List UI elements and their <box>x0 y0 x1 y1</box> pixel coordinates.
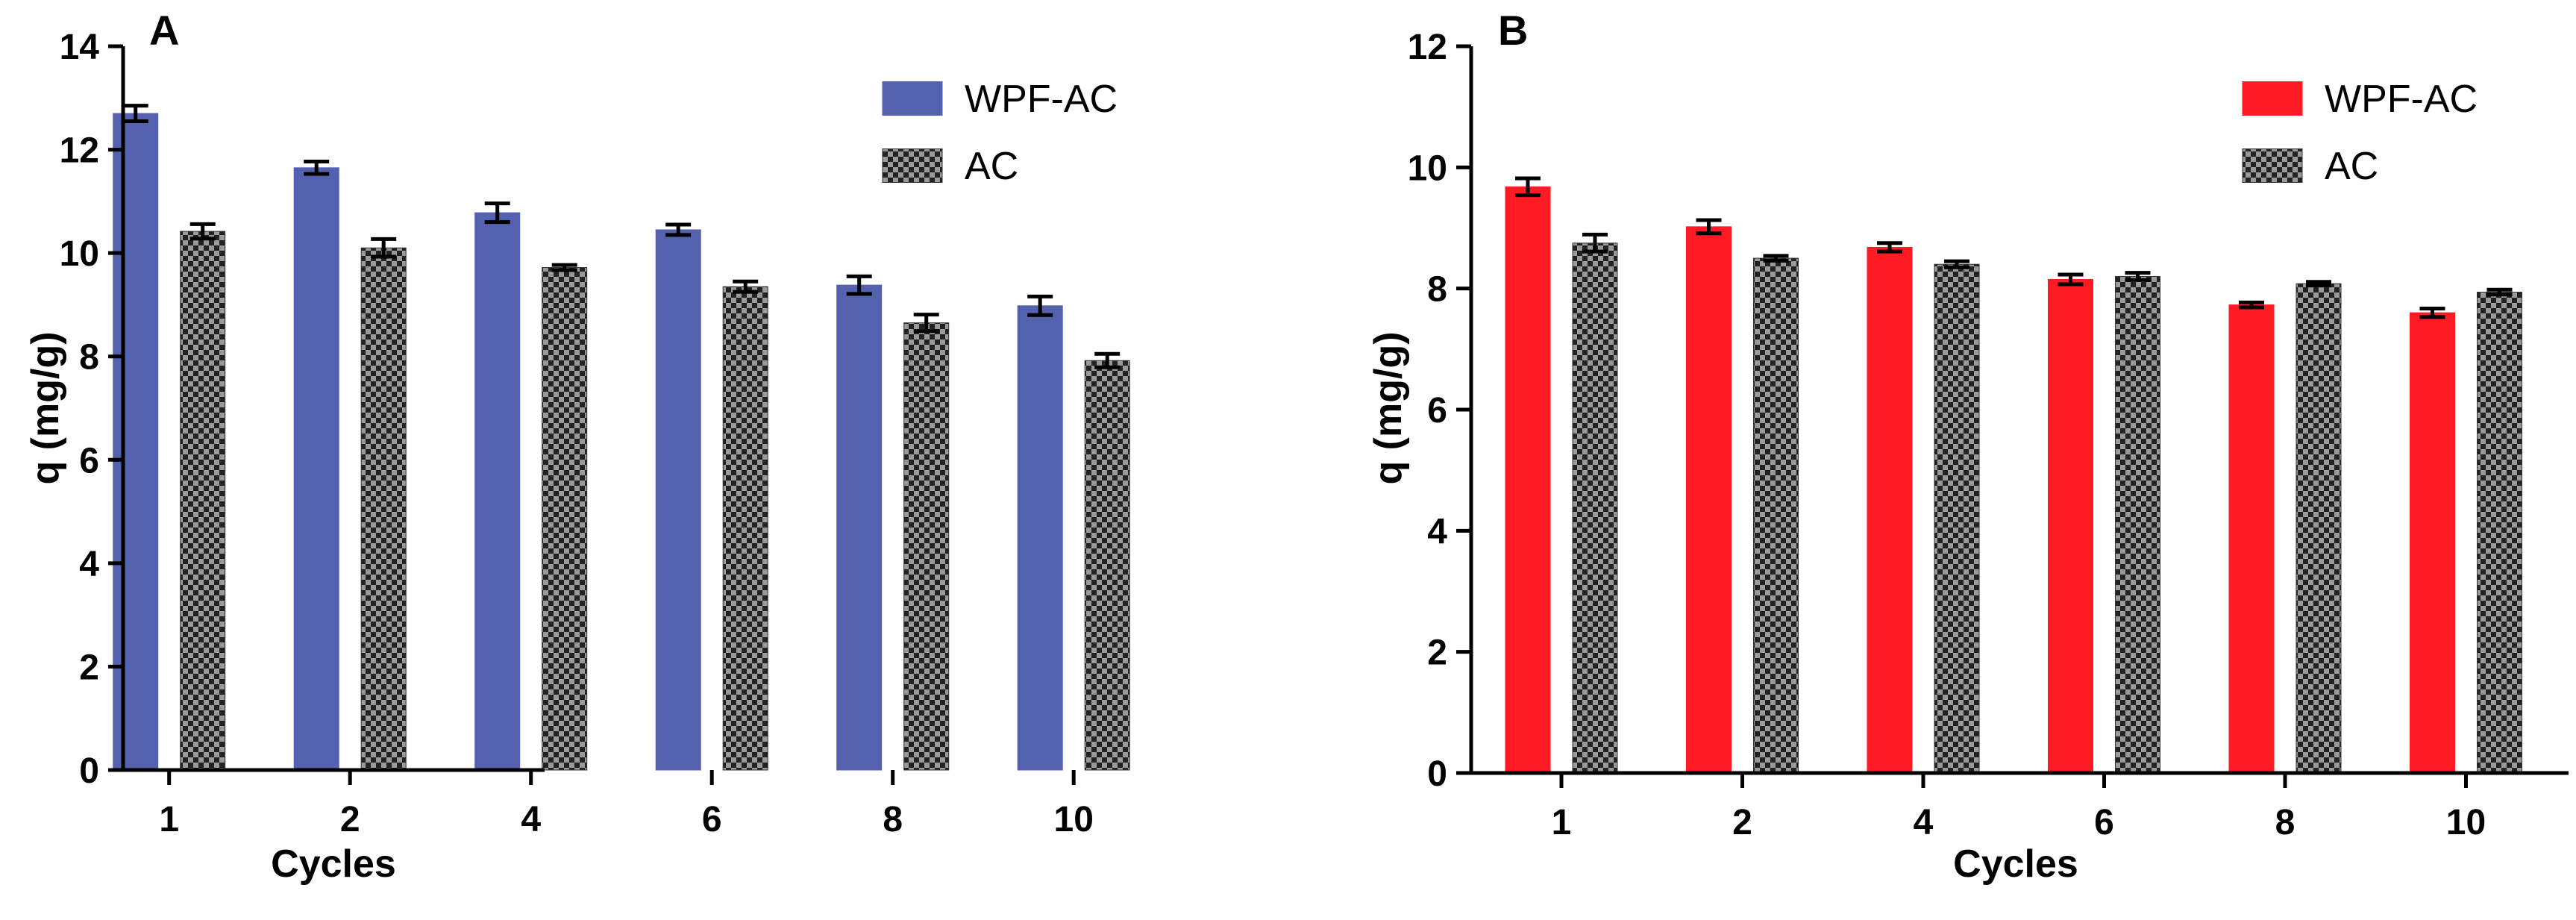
bar-ac-2 <box>360 247 407 771</box>
bar-wpf-ac-10 <box>1017 305 1063 771</box>
x-tick-label: 6 <box>702 800 722 839</box>
bar-wpf-ac-8 <box>2228 304 2275 774</box>
x-tick-label: 10 <box>1054 800 1094 839</box>
bar-ac-8 <box>903 322 950 771</box>
bar-wpf-ac-4 <box>474 212 521 771</box>
x-tick-label: 1 <box>159 800 179 839</box>
y-tick-label: 12 <box>1408 28 1447 67</box>
legend-swatch-wpf-ac <box>882 81 943 116</box>
x-tick-label: 4 <box>1914 803 1934 842</box>
bar-ac-10 <box>1084 360 1130 771</box>
bar-wpf-ac-1 <box>113 113 159 771</box>
x-tick-label: 2 <box>1732 803 1752 842</box>
legend-label-wpf-ac: WPF-AC <box>965 78 1118 121</box>
x-axis-title: Cycles <box>271 842 396 886</box>
bar-ac-4 <box>542 267 588 771</box>
y-tick-label: 8 <box>1427 270 1447 310</box>
legend-swatch-ac <box>2242 148 2303 183</box>
y-tick-label: 4 <box>79 545 99 584</box>
bar-wpf-ac-2 <box>1686 226 1732 774</box>
bar-wpf-ac-2 <box>293 167 339 771</box>
bar-ac-1 <box>180 231 226 771</box>
bar-wpf-ac-6 <box>655 229 701 771</box>
y-tick-label: 2 <box>79 648 99 687</box>
y-tick-label: 2 <box>1427 633 1447 673</box>
x-tick-label: 10 <box>2446 803 2486 842</box>
bar-wpf-ac-1 <box>1505 186 1551 774</box>
bar-wpf-ac-8 <box>836 284 883 771</box>
bar-ac-8 <box>2295 283 2342 774</box>
bar-wpf-ac-10 <box>2410 312 2455 774</box>
x-tick-label: 1 <box>1552 803 1572 842</box>
x-tick-label: 8 <box>883 800 903 839</box>
bar-ac-6 <box>2115 275 2160 774</box>
y-tick-label: 4 <box>1427 512 1447 551</box>
bar-ac-10 <box>2477 292 2522 774</box>
legend-label-ac: AC <box>965 145 1018 188</box>
y-tick-label: 6 <box>1427 391 1447 431</box>
legend-label-wpf-ac: WPF-AC <box>2325 78 2478 121</box>
bar-ac-2 <box>1753 257 1799 774</box>
x-tick-label: 6 <box>2094 803 2114 842</box>
legend-swatch-wpf-ac <box>2242 81 2303 116</box>
y-axis-title: q (mg/g) <box>24 331 67 484</box>
bar-ac-4 <box>1934 263 1980 774</box>
y-tick-label: 14 <box>60 28 100 67</box>
bar-ac-1 <box>1572 242 1618 774</box>
y-tick-label: 0 <box>79 751 99 791</box>
panel-label: A <box>149 7 179 54</box>
y-tick-label: 10 <box>60 234 99 274</box>
x-tick-label: 8 <box>2275 803 2295 842</box>
y-tick-label: 8 <box>79 338 99 378</box>
x-axis-title: Cycles <box>1953 842 2078 886</box>
x-tick-label: 4 <box>521 800 541 839</box>
y-tick-label: 0 <box>1427 754 1447 794</box>
y-tick-label: 6 <box>79 441 99 481</box>
panel-label: B <box>1498 7 1528 54</box>
bar-wpf-ac-4 <box>1867 246 1913 774</box>
bar-ac-6 <box>722 286 768 771</box>
bar-wpf-ac-6 <box>2048 278 2093 774</box>
x-tick-label: 2 <box>340 800 360 839</box>
y-tick-label: 12 <box>60 131 99 171</box>
legend-swatch-ac <box>882 148 943 183</box>
legend-label-ac: AC <box>2325 145 2378 188</box>
y-axis-title: q (mg/g) <box>1367 331 1410 484</box>
y-tick-label: 10 <box>1408 148 1447 188</box>
